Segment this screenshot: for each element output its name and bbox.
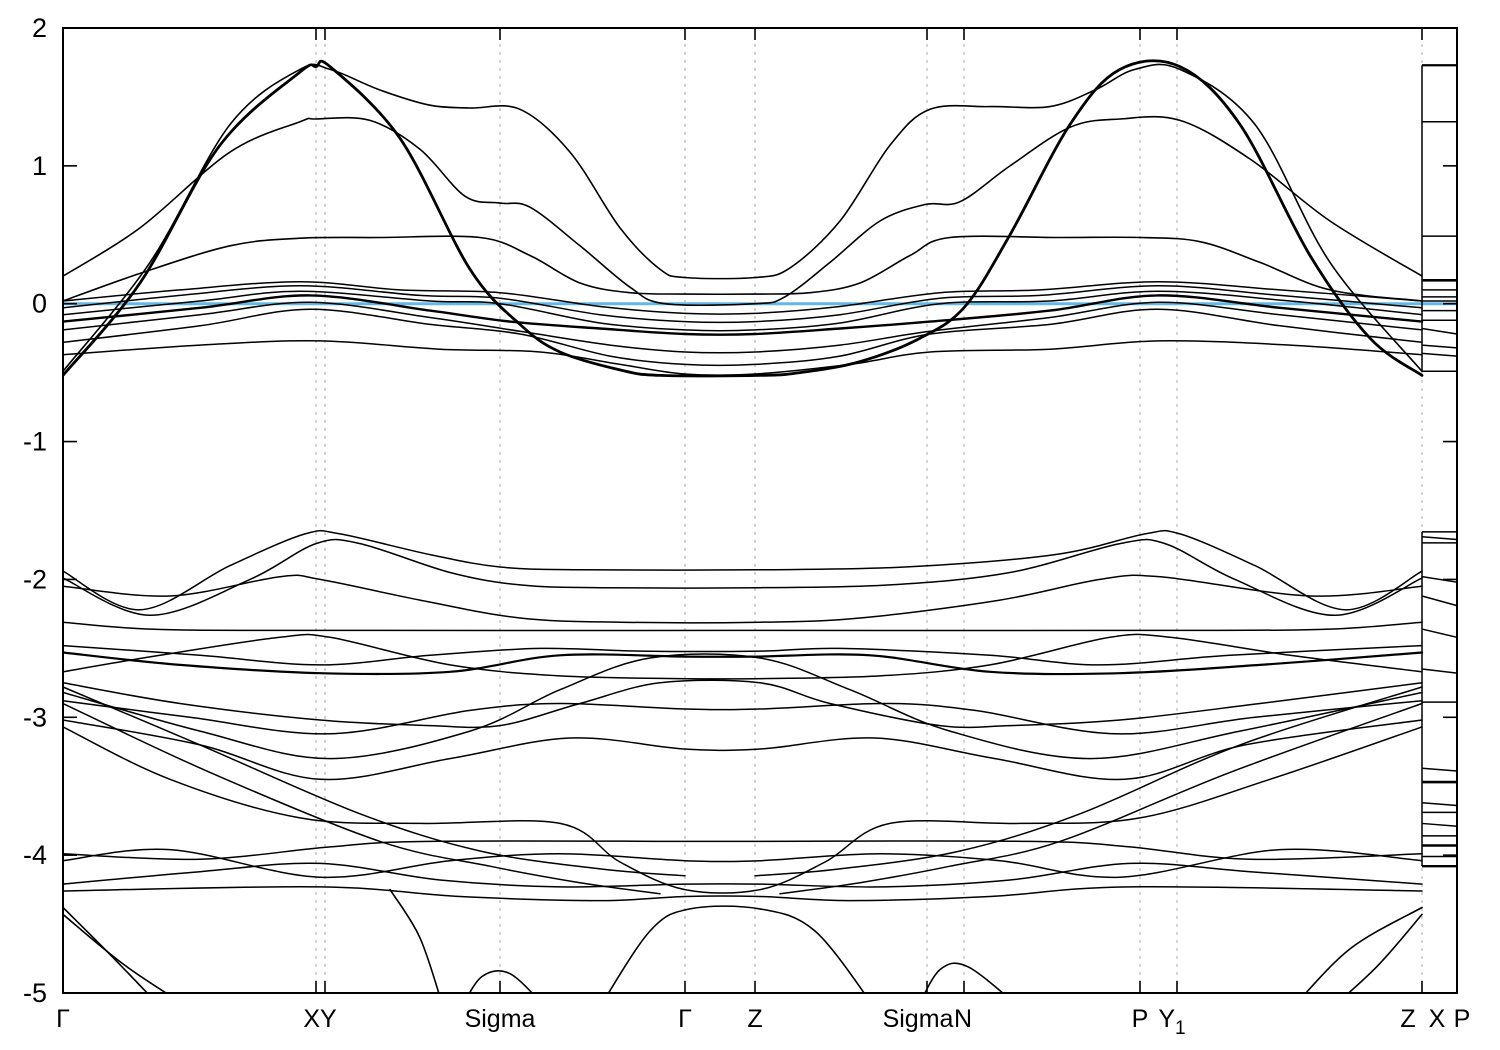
xp-band-segment: [1421, 352, 1458, 357]
band-line-val-2: [63, 538, 1423, 617]
band-lines: [63, 59, 1424, 993]
band-line-deep-exit-left-2: [63, 913, 168, 993]
plot-border: [62, 27, 1458, 994]
band-line-val-8: [63, 679, 1423, 729]
band-line-val-4-flat: [63, 621, 1423, 632]
band-line-deep-exit-right-2: [1347, 913, 1423, 993]
band-line-val-3: [63, 574, 1423, 624]
y-axis-labels: 2 1 0 -1 -2 -3 -4 -5: [23, 13, 47, 1008]
xp-band-segment: [1421, 595, 1458, 607]
k-point-label: Z: [747, 1005, 762, 1033]
y-axis-label: -2: [23, 564, 47, 594]
k-point-label: XY: [303, 1005, 337, 1033]
xp-band-segment: [1421, 668, 1458, 674]
y-axis-label: 2: [32, 13, 47, 43]
band-line-steep-left-2: [63, 702, 661, 895]
band-line-val-flat-377: [63, 726, 1423, 894]
xp-band-segment: [1421, 535, 1458, 541]
band-line-steep-left-1: [63, 686, 686, 877]
band-line-cond-135: [63, 115, 1423, 307]
band-line-val-1: [63, 529, 1423, 611]
k-point-labels: Γ XY Sigma Γ Z Sigma N P Y1 Z X P: [56, 1005, 1470, 1039]
y-axis-label: -1: [23, 427, 47, 457]
xp-band-segment: [1421, 628, 1458, 639]
band-line-val-6: [63, 651, 1424, 676]
xp-band-segment: [1421, 802, 1458, 807]
xp-band-segment: [1421, 767, 1458, 772]
xp-band-segment: [1421, 344, 1458, 349]
band-line-val-7: [63, 633, 1423, 680]
k-point-label: N: [954, 1005, 972, 1033]
band-line-deep-bump-sigma: [468, 970, 534, 993]
band-line-steep-right-2: [779, 702, 1423, 895]
band-line-fermi-band-5: [63, 301, 1423, 354]
band-line-fermi-band-4-thick: [63, 294, 1424, 336]
y-axis-label: 0: [32, 289, 47, 319]
band-line-cond-plateau-141: [63, 63, 1423, 373]
tick-marks: [63, 27, 1457, 994]
band-line-deep-exit-left-1: [63, 906, 149, 993]
y-axis-label: -3: [23, 702, 47, 732]
y-axis-label: 1: [32, 151, 47, 181]
k-point-label: X: [1429, 1005, 1446, 1033]
k-point-label: Γ: [678, 1005, 692, 1033]
band-line-b-3: [63, 862, 1423, 888]
band-line-deep-exit-right-1: [1304, 906, 1423, 993]
k-point-label: Γ: [56, 1005, 70, 1033]
gridlines: [315, 28, 1423, 993]
band-line-fermi-band-2: [63, 285, 1423, 324]
band-line-deep-flat-bottom: [607, 905, 866, 993]
k-point-label: Z: [1400, 1005, 1415, 1033]
band-line-b-flat-390: [63, 840, 1423, 861]
k-point-label: Y1: [1158, 1005, 1185, 1039]
band-line-fermi-band-6: [63, 308, 1423, 367]
y-axis-label: -5: [23, 978, 47, 1008]
band-line-cond-047: [63, 235, 1423, 302]
band-line-fermi-band-3: [63, 290, 1423, 332]
band-line-b-2: [63, 848, 1423, 879]
band-line-val-9: [63, 653, 1423, 760]
y-axis-label: -4: [23, 840, 47, 870]
band-line-deep-bump-n: [924, 962, 1005, 993]
band-line-val-10: [63, 699, 1423, 735]
band-line-fermi-band-1: [63, 280, 1423, 315]
k-point-label: Sigma: [465, 1005, 536, 1033]
band-line-cond-steep-doubled: [63, 59, 1424, 378]
xp-panel: [1421, 64, 1458, 868]
band-line-val-11: [63, 719, 1423, 781]
band-line-fermi-band-7: [63, 340, 1423, 376]
xp-band-segment: [1421, 822, 1458, 827]
xp-band-segment: [1421, 575, 1458, 583]
band-line-deep-drop-sigma-left: [389, 888, 440, 993]
band-line-steep-right-1: [754, 686, 1423, 877]
k-point-label: P: [1132, 1005, 1149, 1033]
band-line-val-5: [63, 644, 1423, 666]
xp-band-segment: [1421, 327, 1458, 335]
k-point-label: P: [1454, 1005, 1471, 1033]
k-point-label: Sigma: [883, 1005, 954, 1033]
band-line-b-4: [63, 886, 1423, 902]
